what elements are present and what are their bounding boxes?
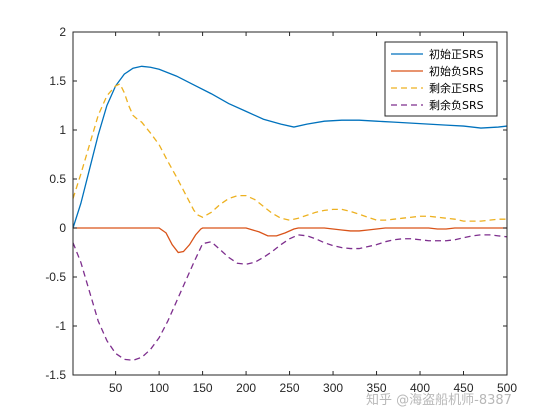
- plot-area-frame: [72, 31, 508, 376]
- watermark-text: 知乎 @海盗船机师-8387: [366, 392, 512, 408]
- x-tick-label: 300: [323, 381, 343, 395]
- series-line-2: [73, 227, 507, 254]
- x-tick-label: 450: [453, 381, 473, 395]
- x-tick-label: 200: [236, 381, 256, 395]
- series-layer: [72, 65, 508, 361]
- legend-label: 初始负SRS: [429, 64, 484, 78]
- y-tick-label: 1: [59, 123, 66, 137]
- y-tick-label: 1.5: [49, 74, 66, 88]
- series-line-4: [72, 234, 508, 361]
- y-tick-label: -1: [55, 319, 66, 333]
- x-tick-label: 400: [410, 381, 430, 395]
- y-tick-label: 2: [59, 25, 66, 39]
- y-tick-label: -0.5: [45, 270, 66, 284]
- chart-legend: 初始正SRS 初始负SRS 剩余正SRS 剩余负SRS: [384, 41, 498, 117]
- x-tick-label: 500: [497, 381, 517, 395]
- x-tick-label: 350: [367, 381, 387, 395]
- legend-label: 剩余正SRS: [429, 81, 484, 95]
- series-line-3: [72, 83, 507, 222]
- y-tick-label: 0.5: [49, 172, 66, 186]
- x-tick-label: 50: [109, 381, 123, 395]
- series-line-1: [72, 65, 508, 229]
- y-tick-label: 0: [59, 221, 66, 235]
- y-axis-ticks: -1.5 -1 -0.5 0 0.5 1 1.5 2: [45, 25, 507, 382]
- x-tick-label: 100: [149, 381, 169, 395]
- x-axis-ticks: 50 100 150 200 250 300 350 400 450 500: [109, 32, 517, 395]
- y-tick-label: -1.5: [45, 368, 66, 382]
- x-tick-label: 150: [193, 381, 213, 395]
- legend-label: 剩余负SRS: [429, 98, 484, 112]
- legend-label: 初始正SRS: [429, 47, 484, 61]
- x-tick-label: 250: [280, 381, 300, 395]
